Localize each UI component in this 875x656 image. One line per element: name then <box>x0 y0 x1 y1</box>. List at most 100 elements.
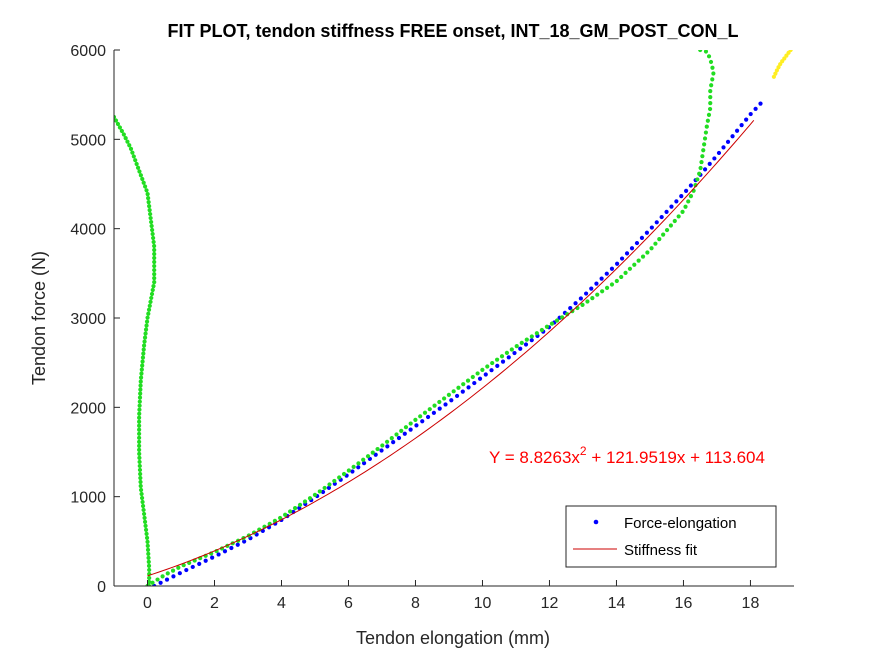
yellow-point <box>774 68 779 73</box>
y-tick-label: 5000 <box>70 132 106 149</box>
x-tick-label: 10 <box>474 595 492 612</box>
green-right-point <box>337 475 342 480</box>
green-left-point <box>148 215 153 221</box>
green-left-point <box>134 161 139 167</box>
green-left-point <box>152 243 157 249</box>
green-left-point <box>138 487 144 493</box>
green-left-point <box>152 267 157 273</box>
green-right-point <box>619 274 624 280</box>
green-right-point <box>408 421 413 426</box>
green-left-point <box>137 415 142 420</box>
force-elongation-point <box>748 111 753 117</box>
green-left-point <box>146 311 151 316</box>
force-elongation-point <box>210 555 215 560</box>
green-right-point <box>676 214 681 219</box>
force-elongation-point <box>483 372 488 377</box>
green-left-point <box>119 128 124 134</box>
force-elongation-point <box>177 571 182 576</box>
force-elongation-point <box>222 549 228 554</box>
force-elongation-point <box>573 301 578 306</box>
green-right-point <box>150 580 155 585</box>
force-elongation-point <box>688 183 693 188</box>
green-left-point <box>137 427 142 432</box>
green-left-point <box>140 176 145 182</box>
green-left-point <box>141 347 146 352</box>
force-elongation-point <box>235 542 240 547</box>
green-right-point <box>604 285 610 290</box>
force-elongation-point <box>594 281 599 286</box>
green-left-point <box>146 563 152 569</box>
green-left-point <box>147 567 152 573</box>
force-elongation-point <box>604 271 609 276</box>
green-right-point <box>702 142 707 147</box>
green-right-point <box>672 218 677 224</box>
force-elongation-point <box>396 435 402 441</box>
green-left-point <box>138 471 143 477</box>
green-right-point <box>580 302 585 307</box>
x-tick-label: 2 <box>210 595 219 612</box>
green-left-point <box>144 531 149 536</box>
green-right-point <box>554 318 560 323</box>
green-right-point <box>699 159 704 165</box>
force-elongation-point <box>500 359 506 364</box>
green-left-point <box>152 255 157 261</box>
green-right-point <box>470 374 475 380</box>
green-left-point <box>137 443 142 448</box>
green-right-point <box>698 165 703 171</box>
yellow-point <box>773 71 778 76</box>
green-right-point <box>278 515 283 521</box>
green-left-point <box>137 169 142 174</box>
force-elongation-point <box>529 338 534 343</box>
green-left-point <box>147 203 152 209</box>
green-left-point <box>142 339 147 344</box>
force-elongation-point <box>753 106 758 111</box>
green-left-point <box>148 299 153 304</box>
force-elongation-point <box>702 167 708 172</box>
green-left-point <box>137 459 142 465</box>
x-ticks: 0 2 4 6 8 10 12 14 16 18 <box>143 580 759 612</box>
green-right-point <box>702 136 708 141</box>
green-right-point <box>707 106 713 112</box>
green-right-point <box>341 471 347 477</box>
green-right-point <box>427 407 432 412</box>
green-right-point <box>700 154 705 159</box>
force-elongation-point <box>684 188 689 193</box>
green-left-point <box>139 367 144 372</box>
yellow-point <box>771 74 777 79</box>
force-elongation-point <box>158 580 163 585</box>
force-elongation-point <box>639 235 645 240</box>
green-right-point <box>375 446 380 452</box>
green-left-point <box>146 555 151 560</box>
y-ticks: 0 1000 2000 3000 4000 5000 6000 <box>70 43 120 596</box>
force-elongation-point <box>568 305 573 311</box>
green-right-point <box>653 241 658 246</box>
green-left-point <box>140 363 145 368</box>
green-left-point <box>114 114 117 120</box>
green-right-point <box>704 124 709 129</box>
green-right-point <box>534 331 539 336</box>
green-left-point <box>137 451 142 456</box>
green-left-point <box>137 395 143 400</box>
green-right-point <box>170 568 176 573</box>
green-right-point <box>703 50 709 54</box>
green-right-point <box>614 278 619 284</box>
force-elongation-point <box>385 444 390 449</box>
green-right-point <box>645 250 650 255</box>
green-right-point <box>292 506 298 511</box>
green-left-point <box>151 235 156 241</box>
green-right-point <box>519 340 524 345</box>
green-left-point <box>137 407 142 412</box>
green-right-point <box>413 417 418 422</box>
green-left-point <box>138 483 143 489</box>
green-left-point <box>125 139 130 144</box>
force-elongation-point <box>707 161 712 166</box>
green-left-point <box>133 158 138 163</box>
green-right-point <box>176 565 181 570</box>
x-tick-label: 12 <box>541 595 559 612</box>
green-left-point <box>138 383 143 388</box>
green-left-point <box>137 439 142 444</box>
green-right-point <box>422 410 428 415</box>
green-right-point <box>708 95 713 100</box>
green-right-point <box>465 378 471 383</box>
green-left-point <box>137 411 142 416</box>
